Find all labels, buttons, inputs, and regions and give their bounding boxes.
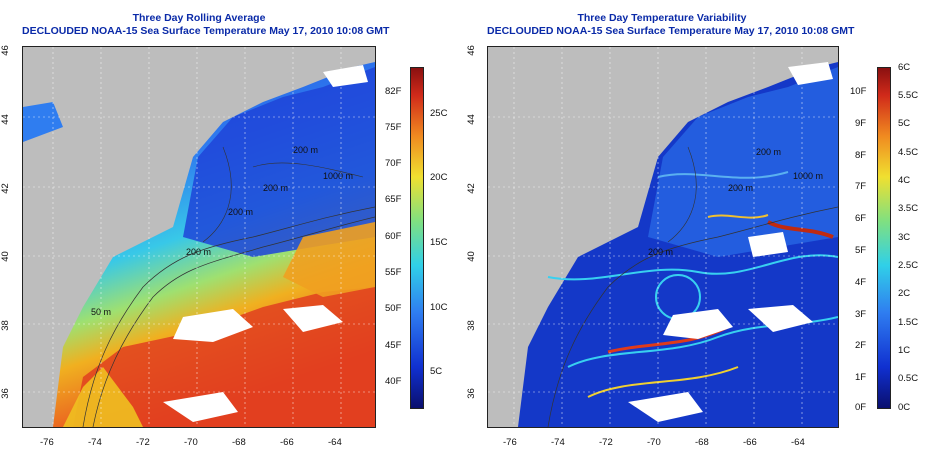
contour-label: 200 m (648, 247, 674, 257)
colorbar-c-label: 10C (430, 302, 448, 313)
colorbar-c-label: 2.5C (898, 260, 919, 271)
colorbar-f-label: 5F (855, 245, 867, 256)
lon-tick-label: -64 (791, 437, 805, 448)
colorbar-c-label: 1C (898, 345, 911, 356)
lat-tick-label: 36 (0, 388, 11, 399)
variability-colorbar (877, 67, 891, 409)
lat-tick-label: 44 (465, 114, 477, 125)
lon-tick-label: -68 (232, 437, 246, 448)
right-title-line1: Three Day Temperature Variability (577, 12, 747, 24)
colorbar-f-label: 6F (855, 213, 867, 224)
lat-tick-label: 38 (465, 320, 477, 331)
sst-variability-map: 200 m 200 m 1000 m 200 m (487, 46, 839, 428)
lat-tick-label: 38 (0, 320, 11, 331)
contour-label: 1000 m (323, 171, 354, 181)
colorbar-f-label: 4F (855, 277, 867, 288)
colorbar-f-label: 45F (385, 340, 402, 351)
colorbar-c-label: 3C (898, 232, 911, 243)
left-title-line1: Three Day Rolling Average (132, 12, 266, 24)
lon-tick-label: -76 (40, 437, 54, 448)
sst-colorbar (410, 67, 424, 409)
lat-tick-label: 42 (0, 183, 11, 194)
colorbar-c-label: 4C (898, 175, 911, 186)
colorbar-f-label: 70F (385, 158, 402, 169)
colorbar-f-label: 82F (385, 86, 402, 97)
colorbar-f-label: 8F (855, 150, 867, 161)
colorbar-c-label: 0C (898, 402, 911, 413)
lat-tick-label: 46 (0, 45, 11, 56)
lat-tick-label: 40 (0, 251, 11, 262)
colorbar-f-label: 40F (385, 376, 402, 387)
colorbar-f-label: 9F (855, 118, 867, 129)
colorbar-c-label: 6C (898, 62, 911, 73)
colorbar-f-label: 55F (385, 267, 402, 278)
lon-tick-label: -74 (88, 437, 102, 448)
lon-tick-label: -70 (184, 437, 198, 448)
lon-tick-label: -70 (647, 437, 661, 448)
colorbar-c-label: 4.5C (898, 147, 919, 158)
contour-label: 200 m (263, 183, 289, 193)
sst-average-map: 200 m 200 m 1000 m 200 m 200 m 50 m (22, 46, 376, 428)
lon-tick-label: -66 (743, 437, 757, 448)
sst-variability-map-graphic (488, 47, 838, 427)
lon-tick-label: -74 (551, 437, 565, 448)
lat-tick-label: 36 (465, 388, 477, 399)
colorbar-c-label: 15C (430, 237, 448, 248)
colorbar-f-label: 10F (850, 86, 867, 97)
lat-tick-label: 44 (0, 114, 11, 125)
contour-label: 200 m (756, 147, 782, 157)
colorbar-c-label: 5.5C (898, 90, 919, 101)
lat-tick-label: 46 (465, 45, 477, 56)
colorbar-f-label: 75F (385, 122, 402, 133)
contour-label: 200 m (186, 247, 212, 257)
lon-tick-label: -72 (599, 437, 613, 448)
lon-tick-label: -76 (503, 437, 517, 448)
contour-label: 200 m (228, 207, 254, 217)
contour-label: 200 m (728, 183, 754, 193)
colorbar-c-label: 5C (898, 118, 911, 129)
colorbar-c-label: 2C (898, 288, 911, 299)
lon-tick-label: -68 (695, 437, 709, 448)
colorbar-f-label: 1F (855, 372, 867, 383)
colorbar-c-label: 3.5C (898, 203, 919, 214)
colorbar-c-label: 1.5C (898, 317, 919, 328)
colorbar-f-label: 7F (855, 181, 867, 192)
colorbar-c-label: 20C (430, 172, 448, 183)
colorbar-f-label: 50F (385, 303, 402, 314)
colorbar-f-label: 65F (385, 194, 402, 205)
right-title-line2: DECLOUDED NOAA-15 Sea Surface Temperatur… (487, 25, 855, 37)
lon-tick-label: -72 (136, 437, 150, 448)
colorbar-f-label: 2F (855, 340, 867, 351)
colorbar-c-label: 5C (430, 366, 443, 377)
left-title-line2: DECLOUDED NOAA-15 Sea Surface Temperatur… (22, 25, 390, 37)
contour-label: 1000 m (793, 171, 824, 181)
contour-label: 200 m (293, 145, 319, 155)
colorbar-f-label: 3F (855, 309, 867, 320)
lat-tick-label: 40 (465, 251, 477, 262)
lon-tick-label: -66 (280, 437, 294, 448)
contour-label: 50 m (91, 307, 112, 317)
sst-average-map-graphic (23, 47, 375, 427)
colorbar-f-label: 0F (855, 402, 867, 413)
lon-tick-label: -64 (328, 437, 342, 448)
colorbar-c-label: 0.5C (898, 373, 919, 384)
colorbar-f-label: 60F (385, 231, 402, 242)
lat-tick-label: 42 (465, 183, 477, 194)
colorbar-c-label: 25C (430, 108, 448, 119)
